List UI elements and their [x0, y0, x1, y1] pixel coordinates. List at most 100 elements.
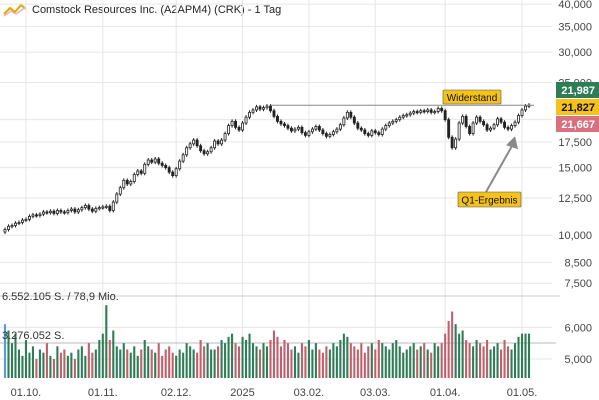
candle-down — [160, 162, 164, 166]
candle-up — [384, 125, 388, 130]
candle-down — [324, 133, 328, 137]
volume-bar — [105, 305, 108, 378]
volume-bar — [510, 349, 513, 378]
candle-up — [28, 215, 31, 220]
volume-bar — [10, 343, 14, 378]
candle-up — [104, 205, 108, 208]
volume-bar — [126, 349, 129, 378]
volume-bar — [398, 346, 401, 378]
candle-down — [164, 165, 168, 169]
volume-bar — [489, 349, 492, 378]
volume-bar — [363, 352, 366, 378]
volume-tick-label: 5,000 — [564, 354, 592, 366]
candle-down — [352, 116, 356, 124]
volume-bar — [129, 352, 132, 378]
candle-up — [206, 151, 210, 155]
volume-bar — [346, 336, 349, 378]
volume-bar — [283, 340, 286, 378]
volume-bar — [112, 330, 115, 378]
candle-up — [387, 122, 391, 127]
volume-bar — [258, 349, 262, 378]
candle-down — [269, 105, 272, 112]
volume-bar — [213, 349, 216, 378]
volume-bar — [122, 343, 125, 378]
candle-up — [489, 127, 493, 131]
x-tick-label: 2025 — [230, 387, 254, 399]
volume-bar — [94, 349, 97, 378]
earnings-label-box — [457, 191, 522, 208]
candle-down — [447, 119, 451, 138]
y-tick-label: 30,000 — [558, 47, 592, 59]
volume-bar — [293, 346, 296, 378]
volume-bar — [290, 349, 293, 378]
volume-bar — [349, 343, 352, 378]
volume-bar — [405, 349, 408, 378]
candle-up — [391, 120, 395, 124]
candle-up — [69, 208, 73, 211]
y-tick-label: 12,500 — [558, 193, 592, 205]
candle-down — [216, 140, 220, 145]
chart-title: Comstock Resources Inc. (A2APM4) (CRK) -… — [32, 4, 282, 16]
candle-up — [31, 214, 35, 217]
volume-bar — [231, 333, 234, 378]
volume-bar — [276, 336, 279, 378]
volume-bar — [409, 346, 412, 378]
volume-bar — [143, 340, 146, 378]
candle-up — [251, 109, 255, 113]
volume-bar — [482, 346, 485, 378]
y-tick-label: 8,500 — [564, 257, 592, 269]
volume-bar — [447, 321, 450, 378]
candle-up — [398, 116, 402, 121]
candle-down — [422, 110, 426, 113]
candle-up — [436, 107, 440, 112]
volume-bar — [35, 359, 38, 378]
volume-bar — [458, 333, 461, 378]
candle-down — [317, 126, 321, 131]
candle-up — [115, 193, 119, 203]
candle-down — [503, 121, 506, 128]
volume-bar — [381, 343, 384, 378]
candle-up — [17, 222, 21, 225]
volume-bar — [38, 349, 41, 378]
candle-down — [321, 129, 325, 134]
volume-bar — [402, 352, 405, 378]
volume-bar — [506, 346, 510, 378]
candle-down — [52, 210, 56, 214]
volume-bar — [3, 324, 7, 378]
candle-down — [258, 106, 262, 110]
candle-up — [293, 128, 297, 132]
volume-bar — [307, 340, 310, 378]
candle-down — [237, 126, 241, 131]
earnings-arrow-shaft — [485, 143, 514, 193]
volume-bar — [98, 340, 101, 378]
volume-bar — [147, 346, 150, 378]
volume-bar — [66, 355, 69, 378]
price-tag-high-label: 21,987 — [561, 85, 595, 97]
y-tick-label: 7,500 — [564, 278, 592, 290]
candle-up — [220, 139, 224, 145]
volume-bar — [52, 359, 55, 378]
volume-bar — [304, 346, 307, 378]
volume-bar — [479, 343, 482, 378]
volume-bar — [279, 346, 283, 378]
volume-bar — [77, 349, 80, 378]
candle-up — [80, 207, 84, 211]
candle-down — [300, 126, 304, 134]
volume-bar — [244, 340, 248, 378]
candle-up — [38, 213, 42, 216]
volume-bar — [297, 352, 300, 378]
candle-up — [496, 118, 500, 126]
candle-up — [223, 133, 227, 141]
candle-up — [97, 207, 101, 210]
volume-bar — [342, 333, 345, 378]
candle-up — [307, 131, 311, 136]
volume-bar — [192, 349, 195, 378]
earnings-label: Q1-Ergebnis — [461, 196, 517, 207]
volume-bar — [196, 352, 199, 378]
chart-title-bar: Comstock Resources Inc. (A2APM4) (CRK) -… — [0, 0, 281, 20]
volume-bar — [238, 346, 241, 378]
volume-bar — [527, 333, 531, 378]
volume-bar — [388, 349, 391, 378]
volume-bar — [454, 324, 457, 378]
